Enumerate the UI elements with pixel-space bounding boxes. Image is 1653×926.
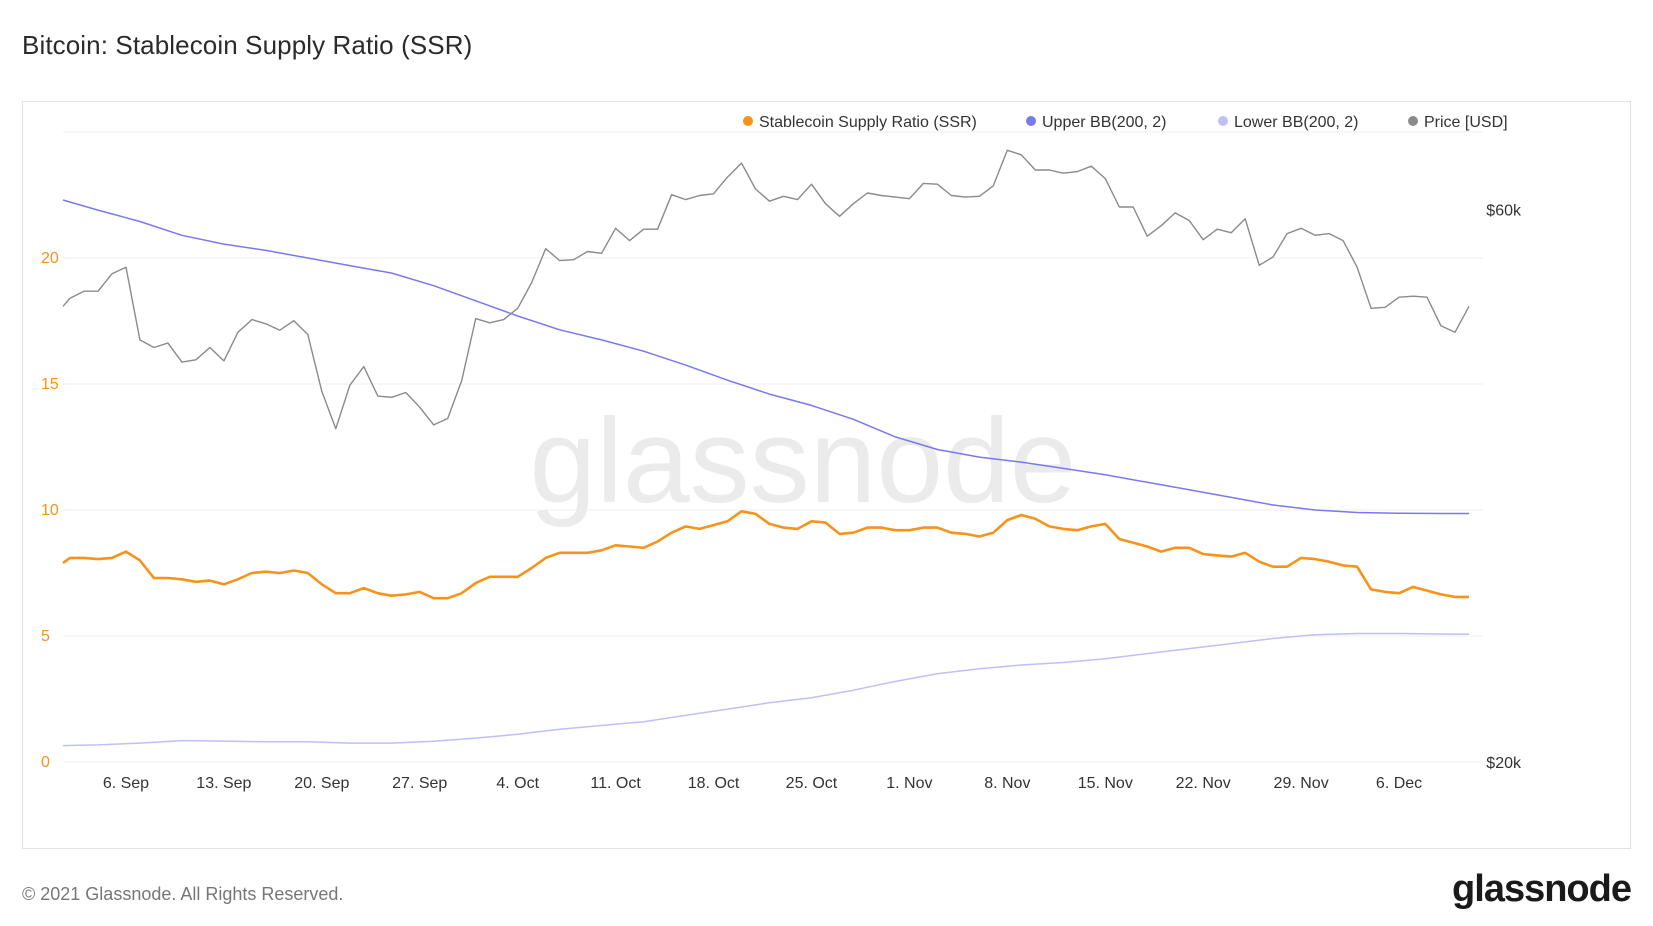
y-left-tick-label: 15: [41, 376, 59, 393]
series-line-0: [62, 509, 1469, 600]
legend-label-0[interactable]: Stablecoin Supply Ratio (SSR): [759, 114, 977, 131]
x-tick-label: 15. Nov: [1078, 775, 1133, 792]
series-lines: [62, 149, 1470, 747]
legend-label-3[interactable]: Price [USD]: [1424, 114, 1508, 131]
legend-marker-1: [1026, 116, 1036, 126]
series-line-1: [62, 199, 1469, 515]
x-tick-label: 13. Sep: [196, 775, 251, 792]
legend-label-1[interactable]: Upper BB(200, 2): [1042, 114, 1167, 131]
x-tick-label: 27. Sep: [392, 775, 447, 792]
x-tick-label: 29. Nov: [1274, 775, 1329, 792]
legend-marker-2: [1218, 116, 1228, 126]
x-tick-label: 25. Oct: [786, 775, 838, 792]
x-tick-label: 1. Nov: [886, 775, 932, 792]
x-tick-label: 6. Dec: [1376, 775, 1422, 792]
series-line-3: [62, 149, 1470, 430]
x-tick-label: 4. Oct: [496, 775, 539, 792]
legend-marker-3: [1408, 116, 1418, 126]
y-right-tick-label: $20k: [1486, 755, 1522, 772]
watermark: glassnode: [529, 394, 1076, 528]
grid-lines: [63, 131, 1483, 763]
glassnode-logo: glassnode: [1452, 868, 1632, 910]
x-tick-label: 18. Oct: [688, 775, 740, 792]
series-line-2: [62, 632, 1470, 747]
footer-copyright: © 2021 Glassnode. All Rights Reserved.: [22, 884, 344, 904]
x-tick-label: 20. Sep: [294, 775, 349, 792]
y-right-tick-label: $60k: [1486, 203, 1522, 220]
chart-svg: glassnode 0 5 10 15 20 $20k $60k 6. Sep 13. Sep 2…: [41, 114, 1522, 792]
y-left-tick-label: 20: [41, 250, 59, 267]
x-tick-label: 6. Sep: [103, 775, 149, 792]
y-left-tick-label: 10: [41, 502, 59, 519]
y-left-tick-label: 5: [41, 628, 50, 645]
legend: Stablecoin Supply Ratio (SSR) Upper BB(20…: [743, 114, 1508, 131]
x-tick-label: 22. Nov: [1176, 775, 1231, 792]
axes: 0 5 10 15 20 $20k $60k 6. Sep 13. Sep 20. Sep 27. …: [41, 203, 1522, 792]
x-tick-label: 8. Nov: [984, 775, 1030, 792]
y-left-tick-label: 0: [41, 754, 50, 771]
legend-marker-0: [743, 116, 753, 126]
legend-label-2[interactable]: Lower BB(200, 2): [1234, 114, 1359, 131]
page-title: Bitcoin: Stablecoin Supply Ratio (SSR): [22, 30, 473, 60]
chart-frame: glassnode 0 5 10 15 20 $20k $60k 6. Sep 13. Sep 2…: [22, 101, 1631, 849]
x-tick-label: 11. Oct: [590, 775, 641, 792]
